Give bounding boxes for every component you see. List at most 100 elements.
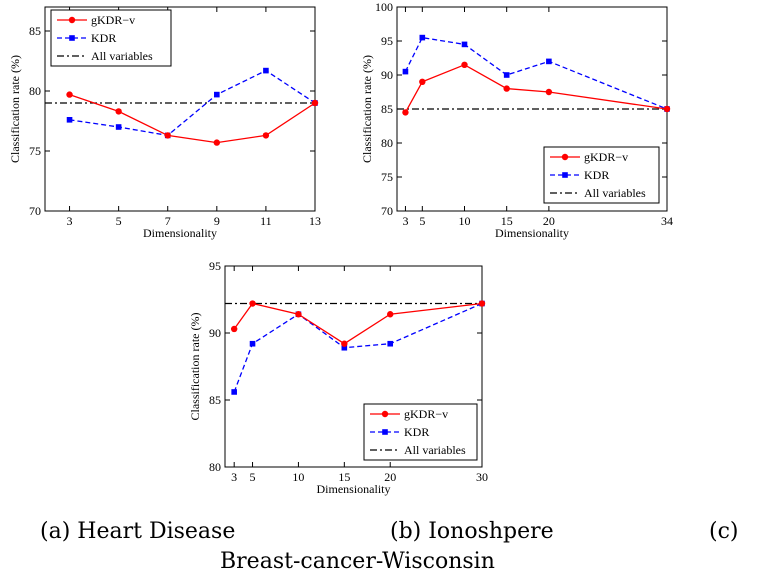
y-tick-label: 85 [29, 24, 41, 38]
legend-label-1: KDR [584, 168, 609, 182]
series-point-0 [249, 300, 256, 307]
y-tick-label: 95 [209, 259, 221, 273]
caption-c-continued: Breast-cancer-Wisconsin [220, 549, 495, 574]
series-point-1 [341, 344, 348, 351]
x-tick-label: 10 [459, 214, 471, 228]
y-tick-label: 85 [209, 393, 221, 407]
legend-marker-0 [561, 153, 569, 161]
x-tick-label: 10 [292, 470, 304, 484]
series-line-0 [69, 93, 316, 144]
series-point-0 [66, 91, 73, 98]
legend-label-2: All variables [404, 443, 466, 457]
series-point-0 [311, 99, 319, 107]
plot-frame [224, 265, 483, 468]
chart-1: 70 75 80 85 90 95 100 3 5 10 15 20 34 Dimensionality C… [360, 0, 673, 240]
legend-label-0: gKDR−v [584, 150, 628, 164]
series-point-0 [387, 311, 394, 318]
series-point-0 [115, 108, 122, 115]
legend-label-1: KDR [91, 31, 116, 45]
legend-marker-0 [381, 410, 389, 418]
y-tick-label: 70 [29, 204, 41, 218]
y-axis-label: Classification rate (%) [360, 55, 374, 163]
series-point-1 [115, 124, 122, 130]
series-point-1 [387, 340, 394, 347]
series-line-1 [233, 302, 483, 393]
x-tick-label: 20 [543, 214, 555, 228]
y-tick-label: 95 [381, 34, 393, 48]
x-tick-label: 11 [260, 214, 272, 228]
series-point-1 [419, 34, 426, 41]
y-tick-label: 90 [209, 326, 221, 340]
y-tick-label: 75 [381, 170, 393, 184]
x-axis-label: Dimensionality [143, 226, 217, 240]
x-tick-label: 15 [338, 470, 350, 484]
y-axis-label: Classification rate (%) [8, 55, 22, 163]
y-tick-label: 90 [381, 68, 393, 82]
caption-a: (a) Heart Disease [40, 519, 236, 544]
legend-label-2: All variables [91, 49, 153, 63]
series-point-1 [249, 340, 256, 347]
x-tick-label: 20 [384, 470, 396, 484]
x-tick-label: 7 [165, 214, 171, 228]
y-tick-label: 100 [375, 0, 393, 14]
series-point-1 [461, 41, 468, 48]
chart-2: 80 85 90 95 3 5 10 15 20 30 Dimensionality Classifi… [188, 259, 488, 496]
x-tick-label: 13 [309, 214, 321, 228]
series-point-1 [546, 58, 552, 65]
chart-0: 70 75 80 85 3 5 7 9 11 13 Dimensionality Classifica… [8, 6, 321, 240]
series-point-0 [663, 105, 671, 113]
caption-c: (c) [709, 519, 739, 544]
y-tick-label: 80 [381, 136, 393, 150]
x-tick-label: 3 [402, 214, 408, 228]
y-tick-label: 80 [29, 84, 41, 98]
series-point-1 [231, 389, 237, 395]
y-tick-label: 75 [29, 144, 41, 158]
x-tick-label: 5 [419, 214, 425, 228]
series-point-1 [214, 91, 220, 98]
series-point-0 [478, 300, 486, 307]
series-point-0 [341, 340, 348, 347]
series-point-0 [545, 88, 553, 96]
series-point-0 [402, 109, 409, 116]
x-axis-label: Dimensionality [317, 482, 391, 496]
series-point-0 [503, 85, 510, 92]
y-tick-label: 70 [381, 204, 393, 218]
y-tick-label: 85 [381, 102, 393, 116]
x-tick-label: 5 [250, 470, 256, 484]
series-point-1 [263, 67, 269, 74]
series-line-0 [404, 64, 668, 113]
x-axis-label: Dimensionality [495, 226, 569, 240]
series-point-0 [164, 132, 171, 139]
series-point-0 [230, 325, 238, 333]
x-tick-label: 3 [231, 470, 237, 484]
y-tick-label: 80 [209, 460, 221, 474]
series-point-1 [402, 68, 409, 75]
series-line-1 [404, 36, 668, 110]
x-tick-label: 30 [476, 470, 488, 484]
caption-b: (b) Ionoshpere [390, 519, 554, 544]
series-point-0 [419, 78, 426, 86]
legend-label-2: All variables [584, 186, 646, 200]
x-tick-label: 5 [116, 214, 122, 228]
x-tick-label: 34 [661, 214, 673, 228]
series-point-1 [503, 72, 510, 78]
series-point-0 [262, 132, 270, 139]
series-point-0 [461, 61, 468, 68]
series-point-1 [66, 117, 73, 123]
x-tick-label: 9 [214, 214, 220, 228]
legend-label-0: gKDR−v [91, 13, 135, 27]
legend-marker-1 [69, 35, 75, 41]
legend-label-1: KDR [404, 425, 429, 439]
series-line-1 [69, 69, 316, 137]
legend-marker-1 [562, 172, 568, 178]
series-point-0 [295, 311, 302, 318]
series-point-0 [213, 139, 221, 146]
plot-frame [44, 6, 316, 212]
legend-marker-0 [68, 16, 76, 24]
legend-marker-1 [382, 429, 388, 435]
legend-label-0: gKDR−v [404, 407, 448, 421]
y-axis-label: Classification rate (%) [188, 313, 202, 421]
x-tick-label: 3 [67, 214, 73, 228]
series-line-0 [233, 302, 483, 345]
